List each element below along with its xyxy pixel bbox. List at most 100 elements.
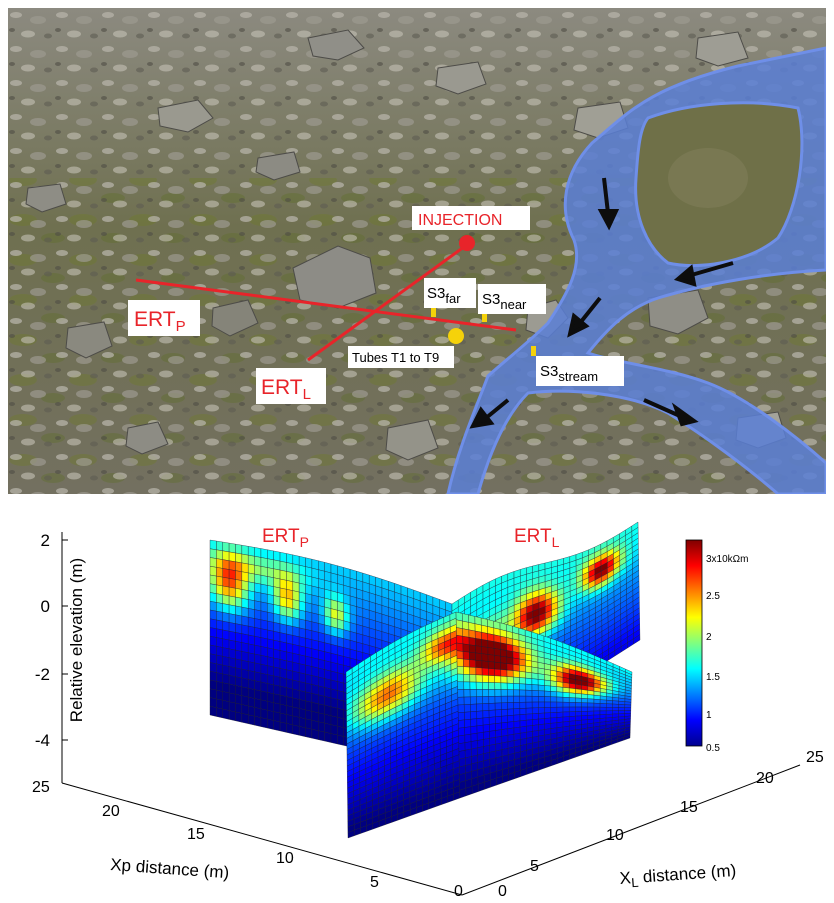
- grid-cell: [556, 711, 564, 718]
- grid-cell: [286, 553, 293, 565]
- grid-cell: [241, 695, 249, 707]
- grid-cell: [462, 651, 470, 660]
- grid-cell: [305, 691, 313, 703]
- grid-cell: [241, 571, 249, 582]
- grid-cell: [311, 666, 319, 678]
- grid-cell: [209, 539, 217, 551]
- grid-cell: [235, 702, 243, 714]
- grid-cell: [544, 701, 551, 708]
- grid-cell: [254, 564, 262, 576]
- grid-cell: [593, 698, 601, 704]
- grid-cell: [544, 696, 551, 703]
- grid-cell: [633, 634, 641, 645]
- grid-cell: [318, 667, 325, 679]
- grid-cell: [305, 638, 313, 649]
- grid-cell: [493, 641, 501, 650]
- grid-cell: [494, 696, 502, 704]
- grid-cell: [318, 676, 325, 688]
- grid-cell: [330, 626, 338, 638]
- grid-cell: [209, 609, 217, 621]
- z-axis: 2 0 -2 -4 Relative elevation (m): [35, 531, 86, 750]
- grid-cell: [457, 689, 465, 698]
- axes-frame: [61, 532, 801, 896]
- resistivity-plot-svg: 2 0 -2 -4 Relative elevation (m) 25 20 1…: [32, 521, 824, 900]
- grid-cell: [273, 648, 281, 660]
- grid-cell: [228, 675, 236, 686]
- grid-cell: [337, 645, 344, 657]
- grid-cell: [482, 710, 490, 719]
- grid-cell: [462, 613, 469, 623]
- grid-cell: [468, 622, 476, 632]
- grid-cell: [469, 689, 477, 698]
- grid-cell: [273, 622, 281, 633]
- grid-cell: [216, 602, 223, 613]
- grid-cell: [241, 624, 249, 636]
- grid-cell: [456, 635, 464, 645]
- grid-cell: [248, 608, 255, 619]
- grid-cell: [506, 650, 514, 659]
- grid-cell: [311, 702, 319, 713]
- grid-cell: [526, 725, 533, 733]
- grid-cell: [475, 645, 482, 654]
- grid-cell: [228, 586, 236, 598]
- grid-cell: [209, 653, 217, 665]
- grid-cell: [457, 712, 465, 721]
- grid-cell: [532, 707, 539, 714]
- grid-cell: [538, 723, 545, 731]
- grid-cell: [209, 548, 217, 559]
- grid-cell: [241, 598, 249, 609]
- grid-cell: [476, 724, 484, 734]
- grid-cell: [260, 601, 268, 613]
- grid-cell: [241, 615, 249, 627]
- grid-cell: [292, 581, 300, 593]
- grid-cell: [248, 563, 255, 575]
- grid-cell: [525, 689, 533, 697]
- grid-cell: [470, 703, 477, 712]
- grid-cell: [209, 627, 217, 638]
- grid-cell: [550, 717, 558, 724]
- grid-cell: [318, 614, 325, 626]
- grid-cell: [222, 673, 230, 685]
- grid-cell: [216, 619, 223, 631]
- xp-tick: 25: [32, 779, 50, 796]
- grid-cell: [254, 618, 262, 629]
- grid-cell: [279, 668, 287, 679]
- grid-cell: [216, 681, 223, 692]
- grid-cell: [216, 646, 223, 657]
- grid-cell: [482, 674, 489, 683]
- grid-cell: [475, 681, 483, 690]
- grid-cell: [623, 735, 631, 741]
- grid-cell: [343, 647, 351, 659]
- grid-cell: [311, 603, 319, 615]
- grid-cell: [209, 566, 217, 577]
- grid-cell: [599, 699, 607, 704]
- grid-cell: [216, 575, 223, 587]
- grid-cell: [286, 633, 293, 645]
- grid-cell: [298, 690, 306, 702]
- grid-cell: [260, 717, 268, 729]
- tubes-point: [448, 328, 464, 344]
- grid-cell: [305, 629, 313, 640]
- grid-cell: [470, 711, 477, 720]
- grid-cell: [260, 557, 268, 568]
- grid-cell: [544, 717, 551, 725]
- grid-cell: [337, 734, 344, 746]
- grid-cell: [512, 657, 520, 666]
- grid-cell: [209, 671, 217, 682]
- grid-cell: [500, 642, 507, 651]
- grid-cell: [513, 726, 521, 735]
- grid-cell: [311, 675, 319, 687]
- grid-cell: [537, 667, 545, 675]
- grid-cell: [482, 703, 490, 712]
- grid-cell: [550, 685, 557, 692]
- grid-cell: [311, 639, 319, 651]
- grid-cell: [525, 671, 533, 679]
- grid-cell: [311, 657, 319, 669]
- grid-cell: [330, 599, 338, 611]
- grid-cell: [311, 684, 319, 696]
- xl-axis: 0 5 10 15 20 25 XL distance (m): [498, 749, 824, 900]
- grid-cell: [487, 647, 495, 656]
- grid-cell: [235, 676, 243, 688]
- grid-cell: [463, 658, 470, 668]
- grid-cell: [537, 673, 545, 681]
